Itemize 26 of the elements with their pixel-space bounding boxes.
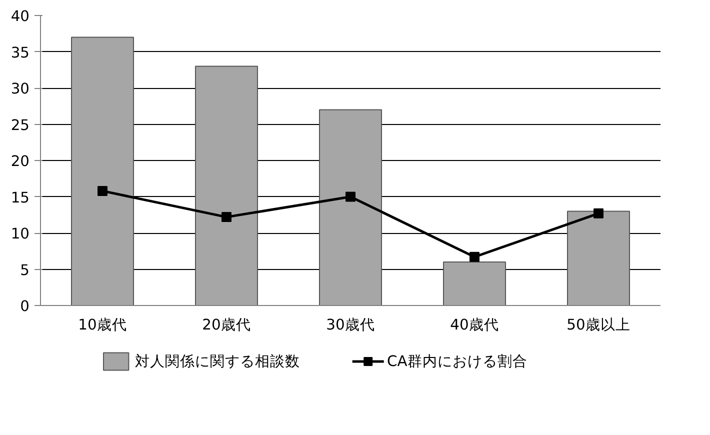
point bbox=[222, 212, 232, 222]
x-tick-label: 30歳代 bbox=[326, 316, 375, 334]
bar bbox=[71, 36, 134, 306]
point bbox=[470, 252, 480, 262]
x-tick-label: 50歳以上 bbox=[566, 316, 630, 334]
y-tick-label: 35 bbox=[10, 44, 30, 62]
bar bbox=[567, 210, 630, 306]
bar bbox=[443, 262, 506, 306]
y-tick-label: 5 bbox=[20, 262, 30, 279]
x-tick-label: 10歳代 bbox=[78, 316, 127, 334]
y-tick-label: 20 bbox=[10, 153, 30, 170]
y-tick-label: 25 bbox=[10, 116, 30, 134]
y-tick-label: 10 bbox=[10, 226, 30, 242]
y-tick-label: 40 bbox=[10, 8, 30, 25]
bar bbox=[195, 66, 258, 306]
bar bbox=[319, 109, 382, 306]
y-tick-label: 15 bbox=[10, 189, 30, 206]
legend-label: 対人関係に関する相談数 bbox=[135, 353, 300, 370]
x-tick-label: 20歳代 bbox=[202, 316, 251, 334]
y-tick-label: 30 bbox=[10, 80, 30, 98]
y-tick-label: 0 bbox=[20, 298, 30, 315]
point bbox=[594, 208, 604, 218]
x-tick-label: 40歳代 bbox=[450, 316, 499, 334]
legend-label: CA群内における割合 bbox=[387, 353, 528, 370]
point bbox=[346, 192, 356, 202]
point bbox=[98, 186, 108, 196]
